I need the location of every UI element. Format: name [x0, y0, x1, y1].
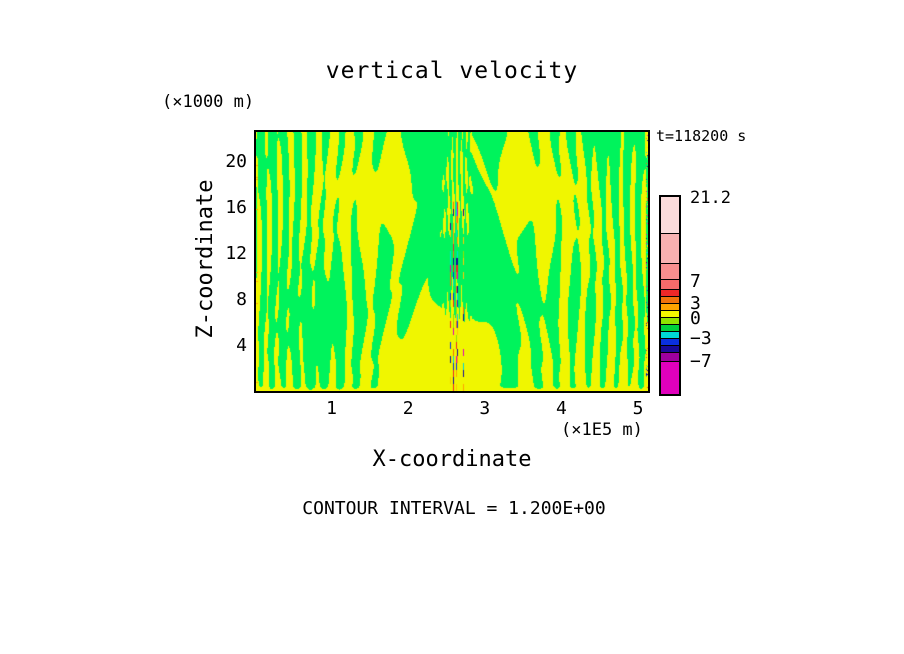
- colorbar-segment-8: [661, 318, 679, 325]
- colorbar-max-label: 21.2: [690, 188, 731, 208]
- contour-field-canvas: [256, 132, 648, 391]
- x-axis-label: X-coordinate: [372, 447, 532, 472]
- colorbar-segment-3: [661, 280, 679, 290]
- colorbar-segment-0: [661, 197, 679, 234]
- colorbar-segment-1: [661, 234, 679, 264]
- contour-interval-note: CONTOUR INTERVAL = 1.200E+00: [302, 498, 606, 519]
- x-axis-unit-label: (×1E5 m): [561, 420, 643, 440]
- time-stamp-label: t=118200 s: [656, 127, 747, 145]
- x-tick-2: 2: [402, 398, 414, 419]
- x-tick-4: 4: [555, 398, 567, 419]
- y-tick-16: 16: [225, 197, 247, 218]
- colorbar-segment-13: [661, 353, 679, 362]
- colorbar-label-3: 3: [690, 293, 701, 314]
- x-tick-3: 3: [479, 398, 491, 419]
- colorbar-segment-7: [661, 311, 679, 318]
- colorbar-label-−7: −7: [690, 351, 712, 372]
- colorbar-segment-10: [661, 332, 679, 339]
- colorbar-segment-14: [661, 362, 679, 394]
- colorbar-segment-12: [661, 346, 679, 353]
- y-tick-8: 8: [236, 289, 247, 310]
- colorbar-segment-5: [661, 297, 679, 304]
- colorbar-label-7: 7: [690, 271, 701, 292]
- colorbar-segment-4: [661, 290, 679, 297]
- y-tick-12: 12: [225, 243, 247, 264]
- x-tick-1: 1: [326, 398, 338, 419]
- colorbar-segment-9: [661, 325, 679, 332]
- y-tick-20: 20: [225, 151, 247, 172]
- colorbar-segment-11: [661, 339, 679, 346]
- contour-plot-area: [254, 130, 650, 393]
- colorbar: [659, 195, 681, 396]
- colorbar-label-−3: −3: [690, 328, 712, 349]
- colorbar-segment-2: [661, 264, 679, 280]
- y-axis-unit-label: (×1000 m): [162, 92, 255, 112]
- page-title: vertical velocity: [325, 58, 579, 84]
- colorbar-segment-6: [661, 304, 679, 311]
- colorbar-label-0: 0: [690, 308, 701, 329]
- y-tick-4: 4: [236, 335, 247, 356]
- x-tick-5: 5: [632, 398, 644, 419]
